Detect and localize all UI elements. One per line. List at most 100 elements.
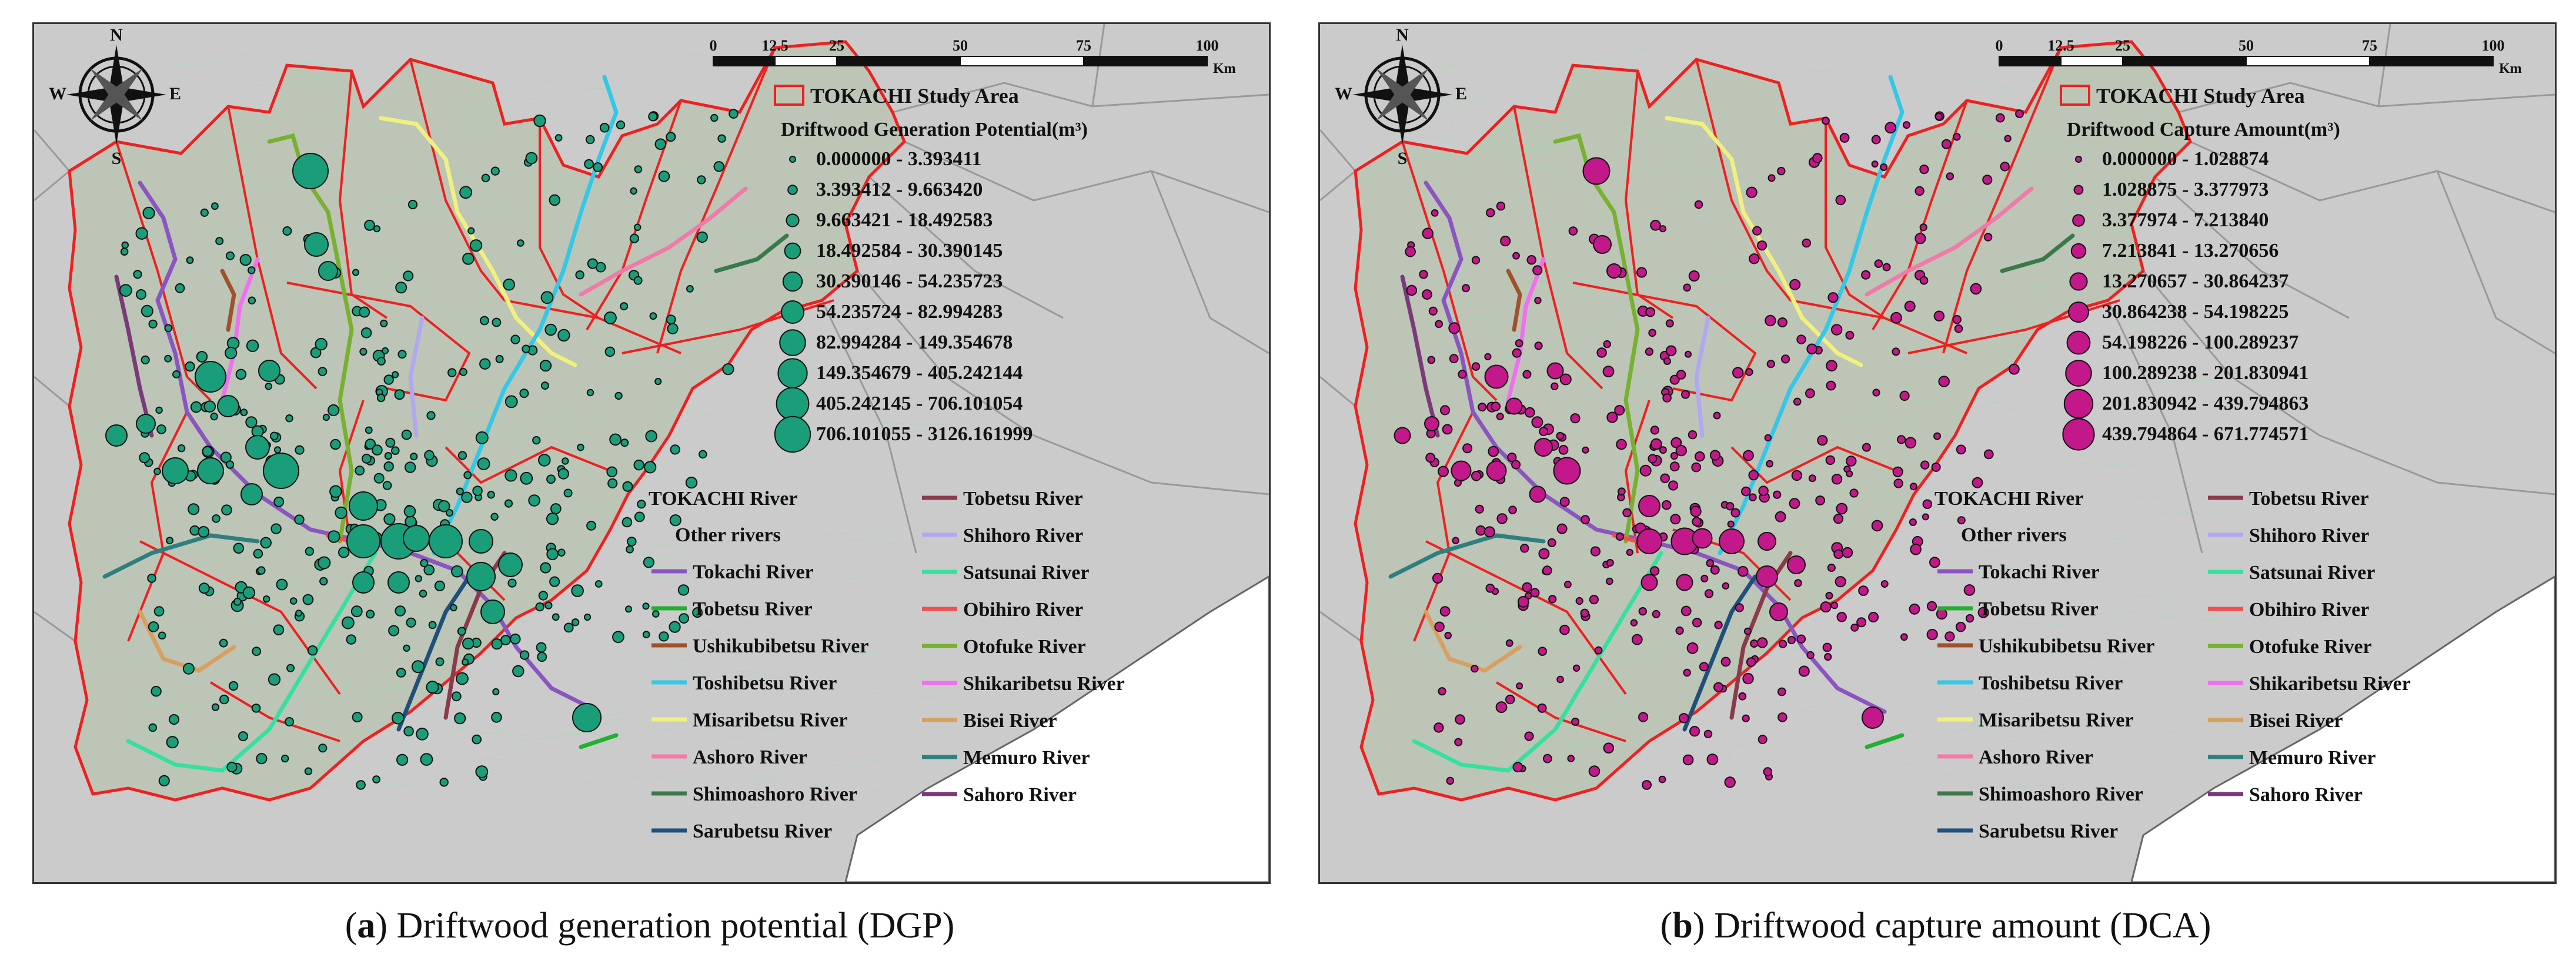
point-marker bbox=[538, 591, 549, 601]
scale-bar-segment bbox=[2246, 56, 2370, 66]
sub-basin-line bbox=[1695, 59, 1792, 302]
point-marker bbox=[1777, 166, 1786, 176]
point-marker bbox=[385, 437, 396, 448]
river-legend-label: Tobetsu River bbox=[963, 488, 1083, 510]
contour-line bbox=[605, 718, 686, 731]
point-marker bbox=[1581, 515, 1590, 524]
point-marker bbox=[1900, 633, 1908, 641]
point-marker bbox=[373, 473, 385, 484]
point-marker bbox=[1511, 460, 1521, 470]
point-marker-large bbox=[466, 562, 496, 591]
contour-line bbox=[1483, 722, 1545, 729]
point-marker bbox=[1542, 565, 1552, 575]
contour-line bbox=[1445, 89, 1501, 107]
point-marker bbox=[525, 152, 538, 165]
outer-boundary-line bbox=[2154, 176, 2350, 319]
point-marker bbox=[696, 231, 708, 243]
point-marker-large bbox=[1758, 532, 1776, 551]
point-marker bbox=[1431, 209, 1439, 217]
contour-line bbox=[1770, 700, 1826, 709]
contour-line bbox=[647, 775, 693, 783]
point-marker-large bbox=[469, 529, 493, 554]
point-marker bbox=[491, 712, 502, 723]
contour-line bbox=[1692, 394, 1787, 407]
point-marker bbox=[1775, 511, 1786, 523]
point-marker bbox=[148, 723, 158, 732]
contour-line bbox=[1572, 566, 1652, 572]
point-marker bbox=[1484, 526, 1495, 538]
point-marker-large bbox=[1676, 574, 1693, 591]
point-marker bbox=[1830, 601, 1839, 609]
point-marker bbox=[359, 347, 367, 356]
contour-line bbox=[1450, 557, 1511, 565]
legend-class-label: 13.270657 - 30.864237 bbox=[2102, 270, 2288, 292]
compass-needle-diag2 bbox=[1376, 68, 1429, 121]
contour-line bbox=[327, 714, 409, 728]
contour-line bbox=[802, 531, 898, 539]
point-marker bbox=[383, 461, 394, 472]
contour-line bbox=[863, 420, 949, 426]
point-marker bbox=[1749, 493, 1757, 502]
point-marker bbox=[1522, 370, 1532, 379]
point-marker bbox=[1735, 603, 1745, 612]
point-marker bbox=[454, 712, 466, 725]
point-marker bbox=[562, 457, 569, 465]
point-marker bbox=[1694, 200, 1703, 209]
point-marker bbox=[1874, 259, 1883, 268]
contour-line bbox=[445, 332, 526, 340]
point-marker bbox=[1638, 712, 1649, 722]
point-marker-large bbox=[1638, 495, 1660, 517]
point-marker bbox=[1789, 279, 1801, 290]
point-marker bbox=[1524, 731, 1534, 741]
point-marker-large bbox=[136, 414, 156, 434]
point-marker bbox=[322, 414, 330, 421]
sub-basin-line bbox=[1572, 282, 1757, 402]
point-marker bbox=[1789, 498, 1800, 509]
legend-class-symbol bbox=[774, 416, 811, 453]
point-marker bbox=[1680, 605, 1692, 617]
point-marker bbox=[2004, 135, 2012, 142]
point-marker bbox=[1630, 619, 1638, 627]
contour-line bbox=[2143, 512, 2237, 517]
point-marker bbox=[1488, 446, 1499, 457]
legend-class-symbol bbox=[2065, 360, 2092, 387]
contour-line bbox=[189, 233, 258, 240]
point-marker bbox=[1709, 450, 1721, 461]
point-marker bbox=[1815, 495, 1825, 505]
contour-line bbox=[1900, 321, 1957, 329]
point-marker bbox=[396, 753, 409, 766]
point-marker bbox=[472, 485, 483, 497]
point-marker bbox=[1594, 646, 1603, 655]
outer-boundary-line bbox=[34, 170, 70, 202]
contour-line bbox=[1656, 170, 1726, 178]
point-marker bbox=[1952, 315, 1962, 324]
point-marker bbox=[156, 424, 166, 434]
contour-line bbox=[802, 639, 866, 649]
point-marker bbox=[360, 327, 372, 339]
point-marker bbox=[1920, 460, 1930, 470]
point-marker bbox=[285, 717, 295, 726]
point-marker bbox=[225, 460, 235, 469]
legend-rivers: TOKACHI River Other rivers Tokachi River To… bbox=[649, 488, 1125, 842]
point-marker-large bbox=[352, 571, 375, 594]
point-marker bbox=[1931, 462, 1941, 472]
point-marker-large bbox=[1862, 706, 1884, 729]
contour-line bbox=[609, 340, 706, 343]
point-marker bbox=[121, 241, 129, 249]
point-marker bbox=[577, 443, 584, 451]
point-marker bbox=[319, 577, 328, 586]
contour-line bbox=[1917, 203, 1976, 217]
point-marker bbox=[1757, 240, 1768, 251]
point-marker bbox=[604, 311, 617, 324]
point-marker bbox=[355, 465, 365, 476]
point-marker bbox=[212, 514, 220, 523]
scale-bar: 0 12.5 25 50 75 100 Km bbox=[710, 37, 1236, 76]
point-marker-large bbox=[195, 361, 226, 393]
point-marker bbox=[512, 665, 524, 678]
contour-line bbox=[663, 659, 724, 668]
point-marker bbox=[219, 638, 228, 648]
point-marker bbox=[420, 559, 429, 568]
contour-line bbox=[1642, 168, 1721, 175]
contour-line bbox=[221, 457, 303, 461]
point-marker bbox=[172, 370, 181, 379]
